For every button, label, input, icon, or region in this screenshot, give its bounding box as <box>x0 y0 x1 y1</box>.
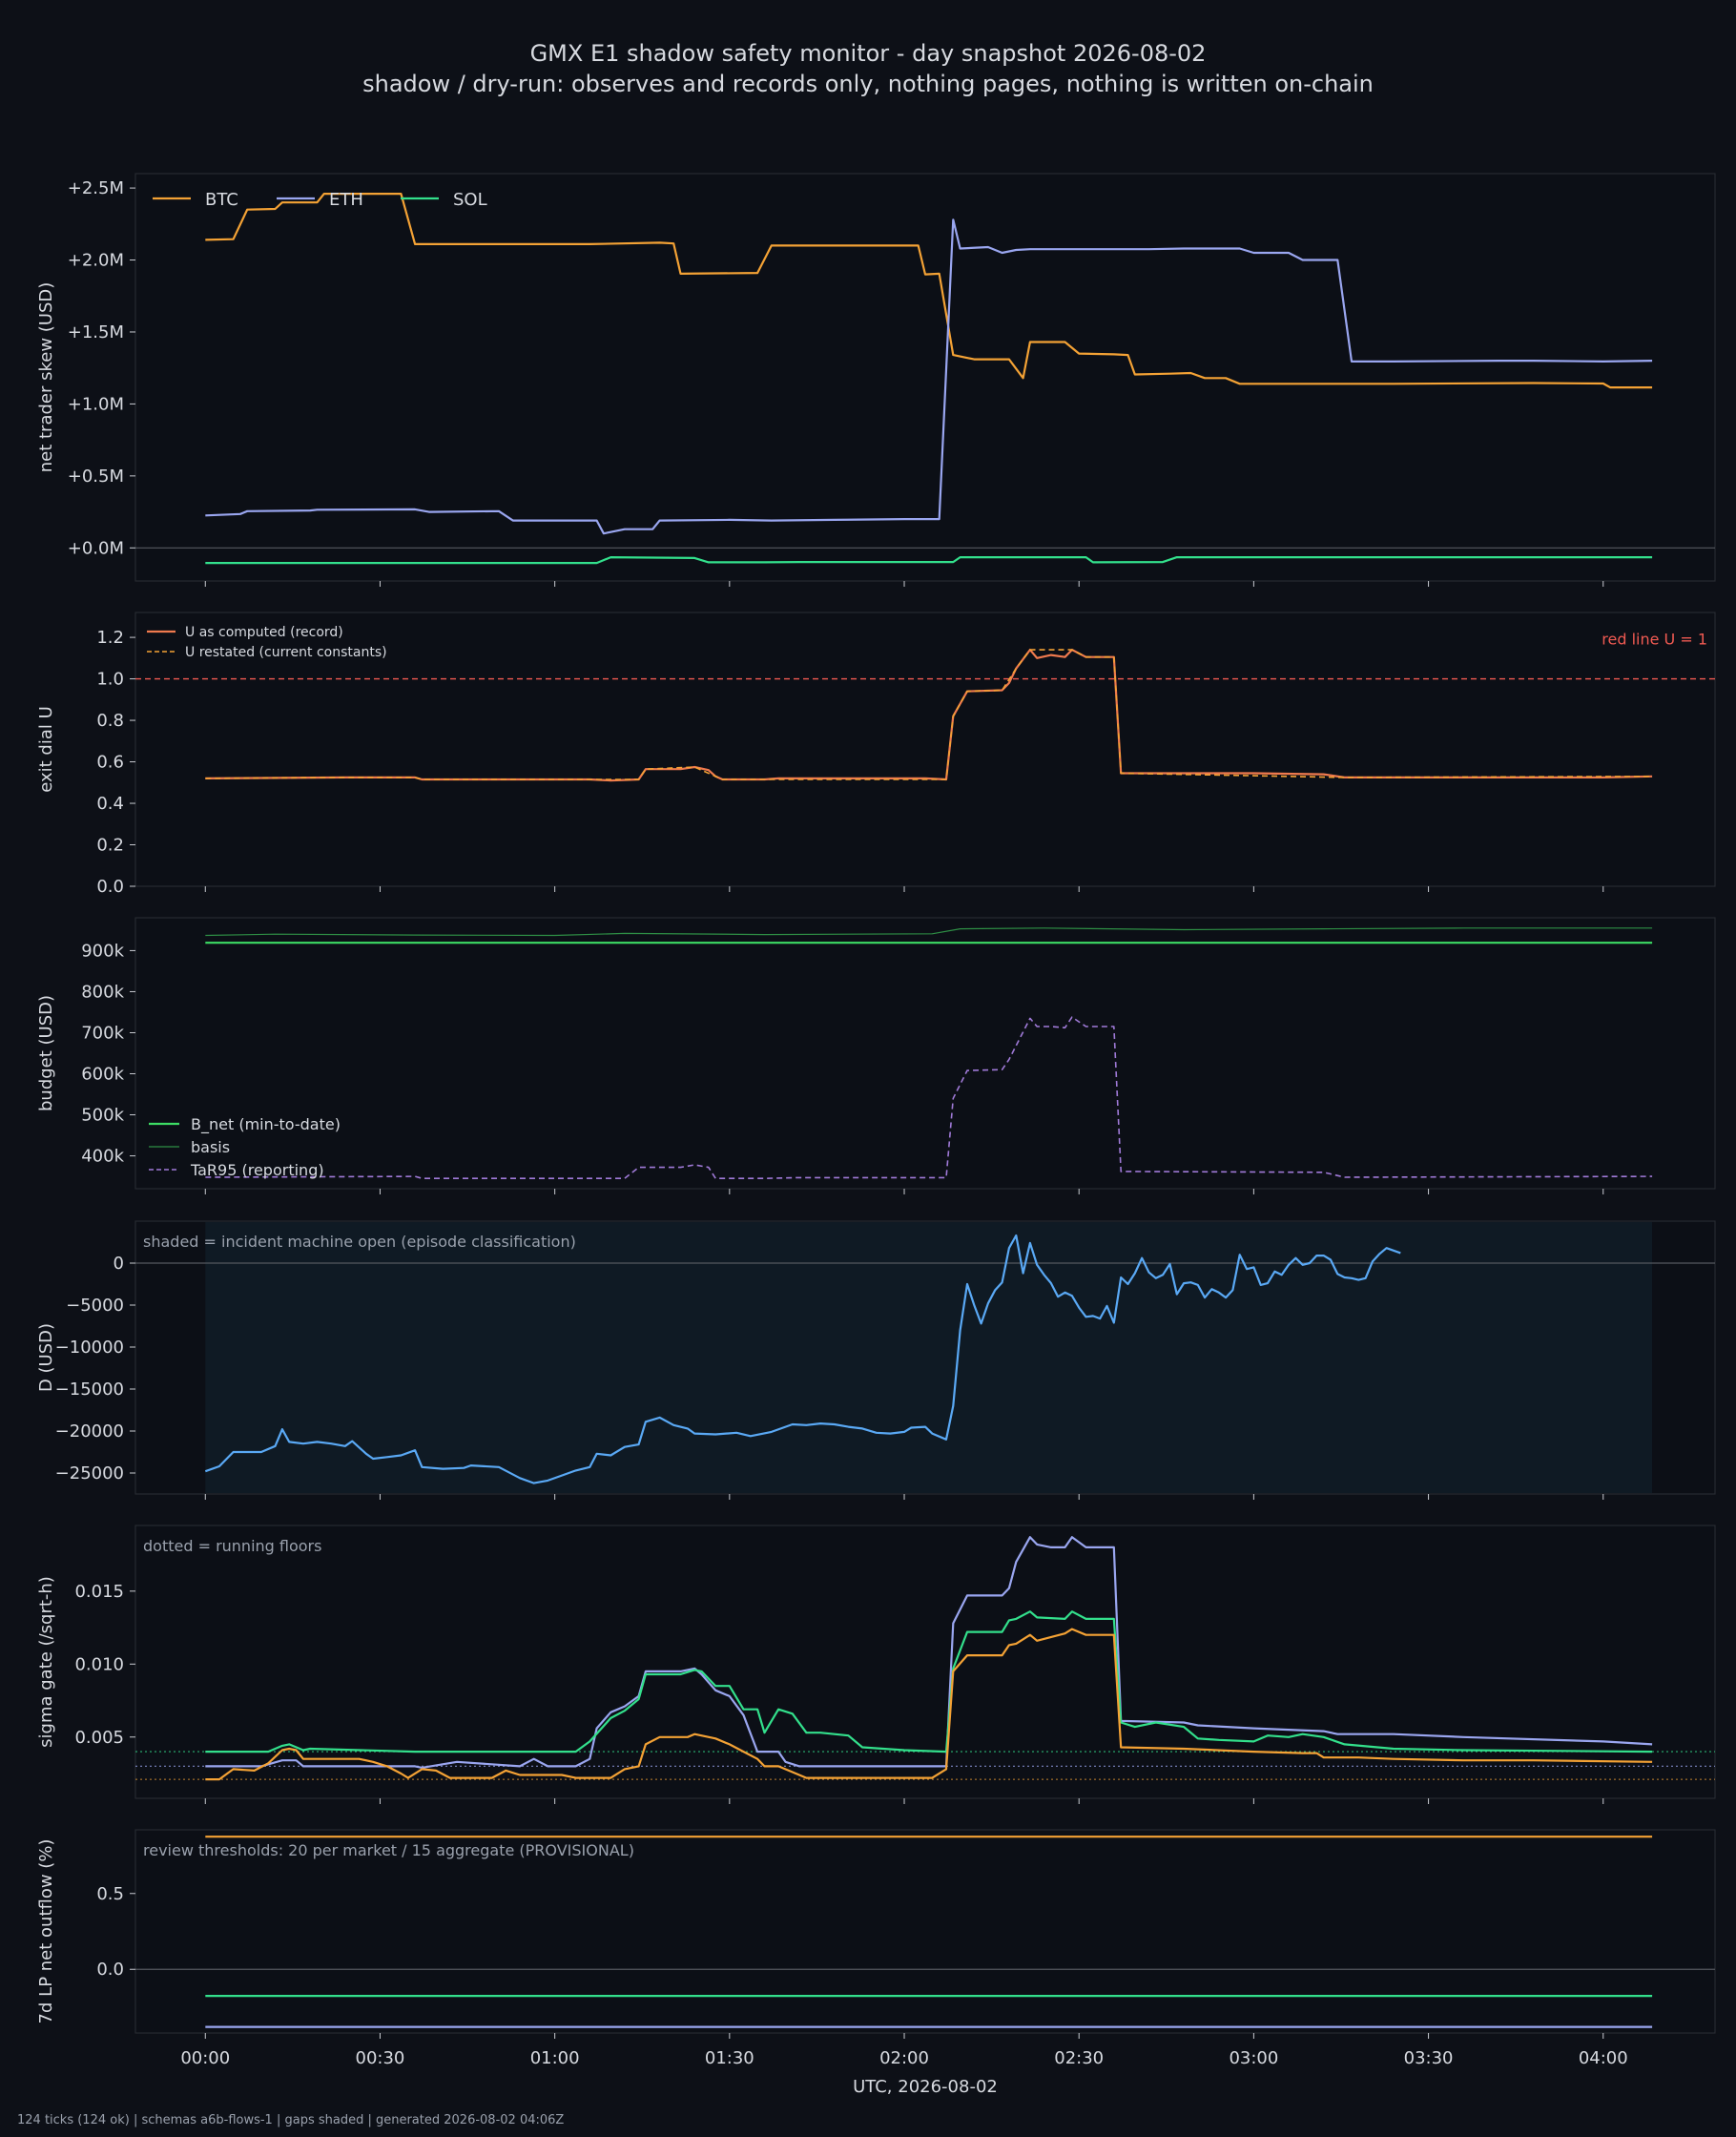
y-tick-label: +0.0M <box>68 538 124 558</box>
series-line-basis <box>205 927 1653 937</box>
y-axis-label: exit dial U <box>36 706 56 793</box>
x-tick-label: 00:00 <box>180 2048 230 2068</box>
panel-exit_dial: red line U = 1 0.0 0.2 0.4 0.6 0.8 1.0 1.2 exit … <box>36 612 1716 897</box>
x-tick-label: 03:00 <box>1229 2048 1278 2068</box>
series-line-u <box>205 649 1653 780</box>
legend-label: basis <box>191 1138 230 1156</box>
panel-annotation: shaded = incident machine open (episode … <box>143 1233 576 1251</box>
y-tick-label: 500k <box>81 1106 124 1126</box>
x-tick-label: 01:00 <box>530 2048 580 2068</box>
panel-outflow: 0.0 0.5 00:00 00:30 01:00 01:30 02:00 02:30 03:0… <box>36 1829 1716 2097</box>
legend-label: BTC <box>205 190 238 210</box>
y-tick-label: −5000 <box>66 1296 124 1316</box>
panel-annotation: review thresholds: 20 per market / 15 ag… <box>143 1841 634 1859</box>
y-tick-label: +1.0M <box>68 394 124 414</box>
y-tick-label: 400k <box>81 1147 124 1167</box>
y-tick-label: 0.4 <box>96 794 124 814</box>
panel-frame <box>134 1829 1716 2034</box>
y-tick-label: 900k <box>81 941 124 961</box>
x-tick-label: 04:00 <box>1579 2048 1628 2068</box>
series-line-eth <box>205 218 1653 535</box>
legend-label: U restated (current constants) <box>185 645 387 660</box>
y-tick-label: 0.2 <box>96 836 124 856</box>
y-axis-label: 7d LP net outflow (%) <box>36 1839 56 2024</box>
y-tick-label: 1.0 <box>96 670 124 690</box>
y-tick-label: −20000 <box>55 1421 124 1442</box>
y-tick-label: −25000 <box>55 1463 124 1483</box>
y-axis-label: sigma gate (/sqrt-h) <box>36 1576 56 1748</box>
x-tick-label: 02:30 <box>1054 2048 1104 2068</box>
y-tick-label: +2.5M <box>68 178 124 198</box>
series-line-btc <box>205 1628 1653 1781</box>
series-line-eth <box>205 1536 1653 1769</box>
y-tick-label: +0.5M <box>68 467 124 487</box>
legend-label: TaR95 (reporting) <box>190 1161 324 1179</box>
y-tick-label: 0.6 <box>96 753 124 773</box>
y-axis-label: net trader skew (USD) <box>36 282 56 473</box>
red-line-label: red line U = 1 <box>1602 631 1707 649</box>
x-axis-label: UTC, 2026-08-02 <box>853 2077 998 2097</box>
panel-frame <box>134 917 1716 1190</box>
legend-label: B_net (min-to-date) <box>191 1115 341 1134</box>
incident-shade <box>205 1222 1653 1493</box>
y-axis-label: D (USD) <box>36 1323 56 1392</box>
panel-frame <box>134 1525 1716 1799</box>
y-tick-label: 0.010 <box>74 1654 124 1674</box>
series-line-tar95 <box>205 1016 1653 1179</box>
y-tick-label: 0 <box>114 1254 124 1274</box>
y-tick-label: 600k <box>81 1065 124 1085</box>
y-tick-label: 0.8 <box>96 711 124 731</box>
y-tick-label: −10000 <box>55 1338 124 1358</box>
y-tick-label: 700k <box>81 1023 124 1043</box>
panel-D: −25000 −20000 −15000 −10000 −5000 0 D (USD) sha… <box>36 1220 1716 1500</box>
y-tick-label: 0.0 <box>96 877 124 897</box>
y-tick-label: 0.0 <box>96 1960 124 1980</box>
panel-frame <box>134 173 1716 582</box>
panel-annotation: dotted = running floors <box>143 1537 321 1555</box>
x-tick-label: 01:30 <box>705 2048 754 2068</box>
legend-label: ETH <box>329 190 363 210</box>
legend-label: U as computed (record) <box>185 625 343 640</box>
y-tick-label: 0.005 <box>74 1728 124 1748</box>
y-tick-label: 1.2 <box>96 628 124 648</box>
series-line-d <box>204 1234 1401 1484</box>
series-line-sol <box>205 1610 1653 1753</box>
legend-label: SOL <box>453 190 487 210</box>
series-line-btc <box>205 193 1653 389</box>
footer-status: 124 ticks (124 ok) | schemas a6b-flows-1… <box>17 2113 565 2127</box>
x-tick-label: 02:00 <box>879 2048 929 2068</box>
panel-skew: +0.0M +0.5M +1.0M +1.5M +2.0M +2.5M net trader… <box>36 173 1716 587</box>
y-tick-label: 800k <box>81 982 124 1002</box>
x-tick-label: 03:30 <box>1404 2048 1454 2068</box>
y-tick-label: +1.5M <box>68 322 124 342</box>
chart-title: GMX E1 shadow safety monitor - day snaps… <box>529 40 1207 67</box>
panel-budget: 400k 500k 600k 700k 800k 900k budget (USD) B_ne… <box>36 917 1716 1194</box>
y-tick-label: 0.5 <box>96 1884 124 1904</box>
y-tick-label: 0.015 <box>74 1582 124 1602</box>
y-tick-label: +2.0M <box>68 251 124 271</box>
chart-subtitle: shadow / dry-run: observes and records o… <box>362 71 1374 97</box>
panel-frame <box>134 612 1716 887</box>
y-axis-label: budget (USD) <box>36 995 56 1111</box>
y-tick-label: −15000 <box>55 1380 124 1400</box>
series-line-sol <box>205 556 1653 565</box>
panel-sigma: 0.005 0.010 0.015 sigma gate (/sqrt-h) dotte… <box>36 1525 1716 1804</box>
x-tick-label: 00:30 <box>356 2048 405 2068</box>
